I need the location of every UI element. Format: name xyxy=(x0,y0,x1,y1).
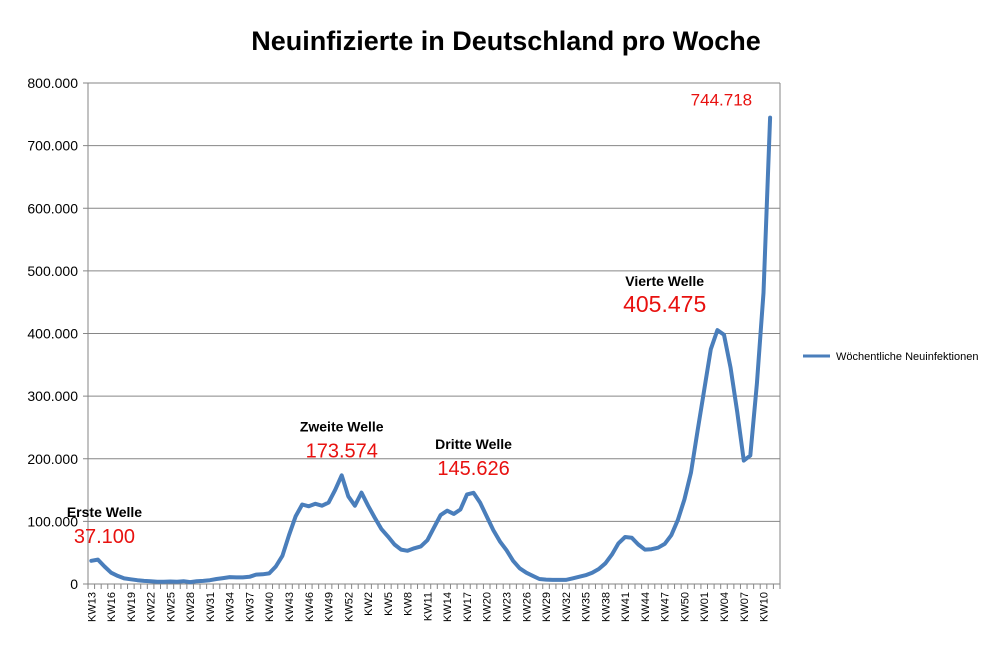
data-label: 173.574 xyxy=(306,440,378,462)
wave-label: Zweite Welle xyxy=(300,418,384,434)
x-tick-label: KW23 xyxy=(501,592,513,622)
x-tick-label: KW2 xyxy=(363,592,375,616)
x-tick-label: KW28 xyxy=(185,592,197,622)
gridlines xyxy=(88,82,781,585)
y-tick-label: 700.000 xyxy=(27,138,78,154)
x-tick-label: KW38 xyxy=(600,592,612,622)
x-axis: KW13 KW16 KW19 KW22 KW25 KW28 KW31 KW34 KW37 KW40… xyxy=(86,584,781,622)
data-label: 37.100 xyxy=(74,526,135,548)
x-tick-label: KW14 xyxy=(442,592,454,622)
x-tick-label: KW37 xyxy=(244,592,256,622)
x-tick-label: KW52 xyxy=(343,592,355,622)
wave-label: Vierte Welle xyxy=(625,273,704,289)
x-tick-label: KW16 xyxy=(106,592,118,622)
legend: Wöchentliche Neuinfektionen xyxy=(803,351,978,363)
x-tick-label: KW5 xyxy=(383,592,395,616)
x-tick-label: KW19 xyxy=(126,592,138,622)
data-label: 405.475 xyxy=(623,291,706,317)
x-tick-label: KW47 xyxy=(660,592,672,622)
x-tick-label: KW26 xyxy=(521,592,533,622)
x-tick-label: KW11 xyxy=(422,592,434,621)
data-label: 744.718 xyxy=(691,91,752,110)
x-tick-label: KW22 xyxy=(146,592,158,622)
x-tick-label: KW41 xyxy=(620,592,632,622)
y-tick-label: 100.000 xyxy=(27,513,78,529)
x-tick-label: KW04 xyxy=(719,592,731,622)
x-tick-label: KW34 xyxy=(225,592,237,622)
series-line xyxy=(89,115,773,585)
y-axis: 0 100.000 200.000 300.000 400.000 500.000 600.… xyxy=(27,75,89,592)
y-tick-label: 400.000 xyxy=(27,326,78,342)
y-tick-label: 300.000 xyxy=(27,388,78,404)
x-tick-label: KW01 xyxy=(699,592,711,622)
legend-label: Wöchentliche Neuinfektionen xyxy=(836,351,978,363)
annotations: Erste Welle 37.100 Zweite Welle 173.574 Drit… xyxy=(67,91,752,548)
x-tick-label: KW46 xyxy=(304,592,316,622)
x-tick-label: KW49 xyxy=(324,592,336,622)
y-tick-label: 500.000 xyxy=(27,263,78,279)
x-tick-label: KW44 xyxy=(640,592,652,622)
y-tick-label: 0 xyxy=(70,576,78,592)
x-tick-label: KW43 xyxy=(284,592,296,622)
x-tick-label: KW31 xyxy=(205,592,217,622)
x-tick-label: KW29 xyxy=(541,592,553,622)
y-tick-label: 600.000 xyxy=(27,200,78,216)
x-tick-label: KW10 xyxy=(759,592,771,622)
y-tick-label: 800.000 xyxy=(27,75,78,91)
x-tick-label: KW40 xyxy=(264,592,276,622)
x-tick-label: KW17 xyxy=(462,592,474,622)
x-tick-label: KW07 xyxy=(739,592,751,622)
x-tick-label: KW35 xyxy=(581,592,593,622)
x-tick-label: KW13 xyxy=(86,592,98,622)
wave-label: Dritte Welle xyxy=(435,436,512,452)
x-tick-label: KW20 xyxy=(482,592,494,622)
wave-label: Erste Welle xyxy=(67,504,142,520)
y-tick-label: 200.000 xyxy=(27,451,78,467)
x-tick-label: KW32 xyxy=(561,592,573,622)
data-label: 145.626 xyxy=(437,458,509,480)
x-tick-label: KW50 xyxy=(679,592,691,622)
x-tick-label: KW25 xyxy=(165,592,177,622)
x-tick-label: KW8 xyxy=(403,592,415,616)
series-layer xyxy=(89,115,773,585)
chart-title: Neuinfizierte in Deutschland pro Woche xyxy=(251,26,761,56)
